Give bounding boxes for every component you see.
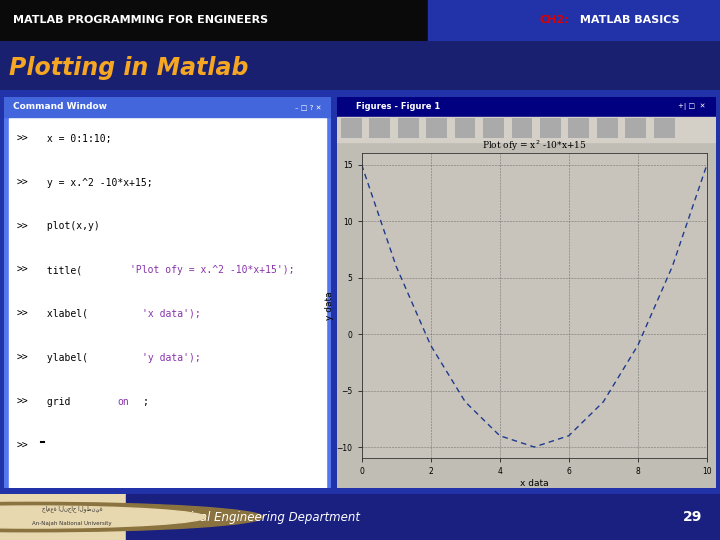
Text: grid: grid xyxy=(41,396,76,407)
Y-axis label: y data: y data xyxy=(325,292,334,320)
Bar xyxy=(654,118,675,138)
Text: Plotting in Matlab: Plotting in Matlab xyxy=(9,56,248,80)
Text: Figures - Figure 1: Figures - Figure 1 xyxy=(356,102,440,111)
Text: جامعة النجاح الوطنية: جامعة النجاح الوطنية xyxy=(42,505,102,512)
Bar xyxy=(0,494,126,540)
Text: 29: 29 xyxy=(683,510,702,524)
Bar xyxy=(454,118,475,138)
Bar xyxy=(568,118,589,138)
Text: >>: >> xyxy=(17,134,29,144)
Text: >>: >> xyxy=(17,353,29,363)
Text: on: on xyxy=(117,396,129,407)
Text: >>: >> xyxy=(17,178,29,187)
Text: +| □  ✕: +| □ ✕ xyxy=(678,103,705,110)
Text: ylabel(: ylabel( xyxy=(41,353,89,363)
Text: >>: >> xyxy=(17,221,29,231)
Text: >>: >> xyxy=(17,265,29,275)
Text: ;: ; xyxy=(142,396,148,407)
Bar xyxy=(369,118,390,138)
Text: CH2:: CH2: xyxy=(540,15,570,25)
Text: plot(x,y): plot(x,y) xyxy=(41,221,100,231)
Bar xyxy=(337,117,716,143)
Circle shape xyxy=(0,506,205,528)
Bar xyxy=(428,0,720,40)
Bar xyxy=(540,118,561,138)
Text: 'y data');: 'y data'); xyxy=(142,353,201,363)
Text: xlabel(: xlabel( xyxy=(41,309,89,319)
Text: MATLAB BASICS: MATLAB BASICS xyxy=(576,15,680,25)
Bar xyxy=(0,0,428,40)
Text: x = 0:1:10;: x = 0:1:10; xyxy=(41,134,112,144)
Bar xyxy=(511,118,532,138)
Bar xyxy=(337,97,716,117)
Circle shape xyxy=(0,502,263,532)
Text: y = x.^2 -10*x+15;: y = x.^2 -10*x+15; xyxy=(41,178,153,187)
Bar xyxy=(426,118,447,138)
Text: MATLAB PROGRAMMING FOR ENGINEERS: MATLAB PROGRAMMING FOR ENGINEERS xyxy=(13,15,268,25)
Text: – □ ? ✕: – □ ? ✕ xyxy=(295,104,321,110)
Text: >>: >> xyxy=(17,396,29,407)
Bar xyxy=(483,118,504,138)
Text: >>: >> xyxy=(17,440,29,450)
Text: 'Plot ofy = x.^2 -10*x+15');: 'Plot ofy = x.^2 -10*x+15'); xyxy=(130,265,294,275)
Title: Plot ofy = x$^2$ -10*x+15: Plot ofy = x$^2$ -10*x+15 xyxy=(482,139,587,153)
Text: An-Najah National University: An-Najah National University xyxy=(32,522,112,526)
Text: 'x data');: 'x data'); xyxy=(142,309,201,319)
Bar xyxy=(626,118,647,138)
Bar xyxy=(126,494,720,540)
Bar xyxy=(341,118,361,138)
Text: Command Window: Command Window xyxy=(14,102,107,111)
X-axis label: x data: x data xyxy=(520,479,549,488)
Bar xyxy=(597,118,618,138)
Text: >>: >> xyxy=(17,309,29,319)
Text: Mechanical Engineering Department: Mechanical Engineering Department xyxy=(144,510,360,524)
Bar xyxy=(397,118,418,138)
Bar xyxy=(4,97,331,117)
Text: title(: title( xyxy=(41,265,82,275)
